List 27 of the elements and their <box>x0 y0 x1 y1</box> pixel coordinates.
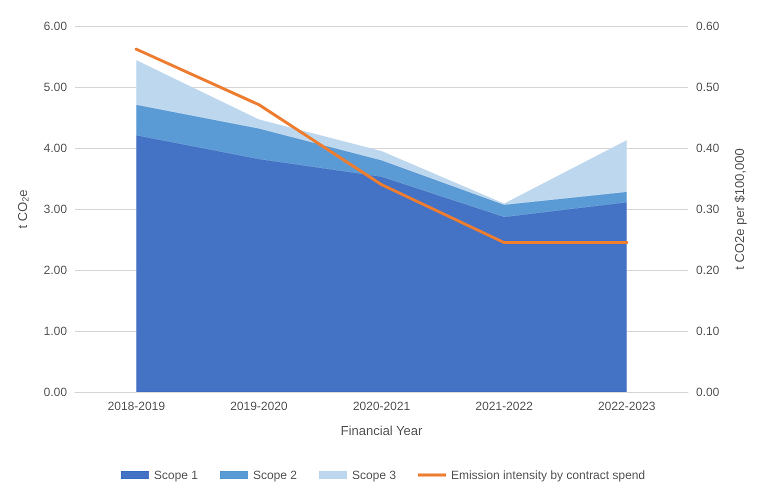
y-tick-label: 0.00 <box>44 385 68 399</box>
y-tick-label: 5.00 <box>44 80 68 94</box>
y2-tick-label: 0.00 <box>696 385 720 399</box>
x-axis-title: Financial Year <box>340 423 424 438</box>
y-tick-label: 2.00 <box>44 263 68 277</box>
legend-label: Scope 2 <box>252 468 298 482</box>
x-tick-label: 2022-2023 <box>598 399 656 413</box>
legend-label: Scope 3 <box>352 468 396 482</box>
x-tick-label: 2018-2019 <box>108 399 166 413</box>
y2-tick-label: 0.20 <box>696 263 720 277</box>
y-tick-label: 1.00 <box>44 324 68 338</box>
line-series <box>134 48 628 244</box>
x-tick-label: 2020-2021 <box>352 399 411 413</box>
y-tick-label: 4.00 <box>44 141 68 155</box>
y-tick-label: 3.00 <box>44 202 68 216</box>
y2-tick-label: 0.40 <box>696 141 720 155</box>
y-tick-label: 6.00 <box>44 19 68 33</box>
x-tick-label: 2019-2020 <box>230 399 288 413</box>
y2-axis-title: t CO2e per $100,000 <box>732 148 747 270</box>
y2-tick-label: 0.10 <box>696 324 720 338</box>
y2-tick-label: 0.50 <box>696 80 720 94</box>
y2-tick-label: 0.60 <box>696 19 720 33</box>
y-axis-title: t CO2e <box>15 190 30 228</box>
legend-label: Emission intensity by contract spend <box>451 468 646 482</box>
x-tick-label: 2021-2022 <box>475 399 534 413</box>
legend-label: Scope 1 <box>154 468 198 482</box>
y2-tick-label: 0.30 <box>696 202 720 216</box>
